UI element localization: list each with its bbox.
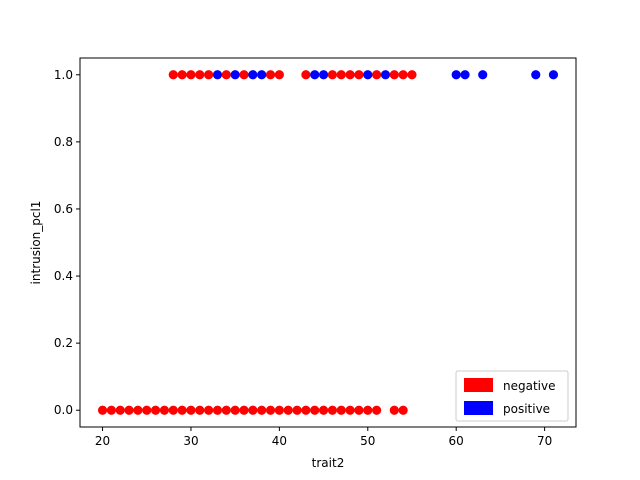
point-negative <box>257 405 267 415</box>
point-negative <box>274 405 284 415</box>
point-negative <box>221 405 231 415</box>
point-negative <box>195 405 205 415</box>
legend: negative positive <box>455 370 569 422</box>
point-negative <box>106 405 116 415</box>
y-tick-label: 0.4 <box>54 269 73 283</box>
point-positive <box>451 70 461 80</box>
point-negative <box>177 70 187 80</box>
point-negative <box>177 405 187 415</box>
point-negative <box>133 405 143 415</box>
point-positive <box>230 70 240 80</box>
y-tick-label: 0.0 <box>54 403 73 417</box>
x-tick-label: 30 <box>183 434 198 448</box>
point-positive <box>310 70 320 80</box>
point-negative <box>389 405 399 415</box>
point-negative <box>354 405 364 415</box>
point-positive <box>257 70 267 80</box>
point-positive <box>548 70 559 80</box>
point-negative <box>407 70 417 80</box>
point-negative <box>318 405 329 415</box>
point-negative <box>398 405 408 415</box>
point-negative <box>310 405 320 415</box>
point-negative <box>336 405 346 415</box>
point-positive <box>363 70 373 80</box>
point-positive <box>460 70 470 80</box>
point-negative <box>301 405 311 415</box>
y-tick-label: 0.6 <box>54 202 73 216</box>
point-positive <box>478 70 488 80</box>
point-negative <box>204 70 214 80</box>
point-negative <box>274 70 284 80</box>
point-negative <box>345 70 355 80</box>
y-axis-label: intrusion_pcl1 <box>29 201 43 285</box>
x-axis-label: trait2 <box>312 456 345 470</box>
point-negative <box>97 405 108 415</box>
point-positive <box>318 70 329 80</box>
point-negative <box>389 70 399 80</box>
point-negative <box>168 405 178 415</box>
point-negative <box>168 70 178 80</box>
legend-swatch-negative <box>464 378 493 392</box>
point-negative <box>345 405 355 415</box>
point-negative <box>301 70 311 80</box>
point-negative <box>265 70 276 80</box>
point-negative <box>336 70 346 80</box>
point-positive <box>212 70 223 80</box>
point-negative <box>204 405 214 415</box>
point-negative <box>372 405 382 415</box>
point-negative <box>354 70 364 80</box>
point-positive <box>380 70 391 80</box>
legend-swatch-positive <box>464 401 493 415</box>
point-negative <box>186 405 196 415</box>
y-tick-label: 0.2 <box>54 336 73 350</box>
point-negative <box>195 70 205 80</box>
legend-label-positive: positive <box>503 402 550 416</box>
point-negative <box>398 70 408 80</box>
x-tick-label: 40 <box>272 434 287 448</box>
point-positive <box>248 70 258 80</box>
point-negative <box>327 70 338 80</box>
point-negative <box>283 405 293 415</box>
point-negative <box>230 405 240 415</box>
y-tick-label: 1.0 <box>54 68 73 82</box>
legend-label-negative: negative <box>503 379 555 393</box>
point-negative <box>248 405 258 415</box>
point-negative <box>124 405 134 415</box>
point-negative <box>327 405 338 415</box>
x-tick-label: 20 <box>95 434 110 448</box>
point-positive <box>531 70 541 80</box>
point-negative <box>150 405 161 415</box>
point-negative <box>186 70 196 80</box>
point-negative <box>221 70 231 80</box>
point-negative <box>142 405 152 415</box>
point-negative <box>239 405 249 415</box>
point-negative <box>115 405 125 415</box>
point-negative <box>292 405 302 415</box>
point-negative <box>265 405 276 415</box>
point-negative <box>212 405 223 415</box>
plot-frame <box>79 57 577 428</box>
x-tick-label: 50 <box>360 434 375 448</box>
x-tick-label: 60 <box>449 434 464 448</box>
point-negative <box>363 405 373 415</box>
data-points <box>97 70 559 415</box>
point-negative <box>159 405 170 415</box>
axis-ticks: 20 30 40 50 60 70 0.0 0.2 0.4 0.6 0.8 1.0 <box>54 68 552 448</box>
point-negative <box>239 70 249 80</box>
y-tick-label: 0.8 <box>54 135 73 149</box>
x-tick-label: 70 <box>537 434 552 448</box>
point-negative <box>372 70 382 80</box>
